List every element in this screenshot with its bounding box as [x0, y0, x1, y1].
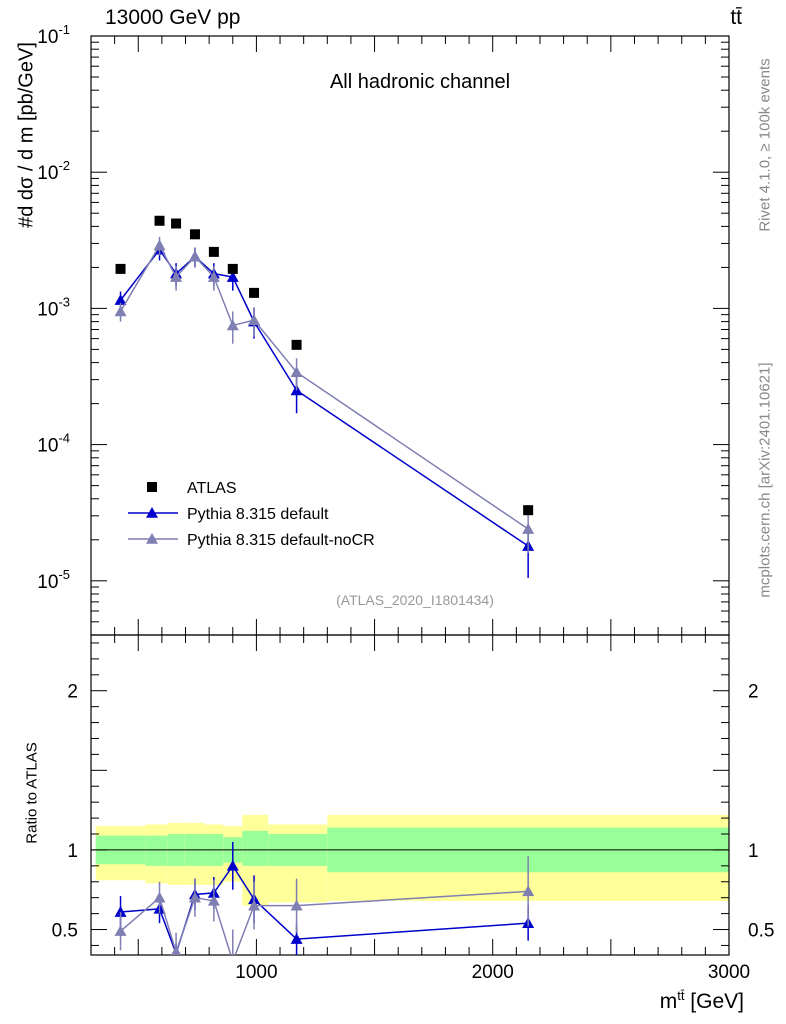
ratio-y-tick-label-right: 0.5	[748, 921, 774, 942]
legend-marker	[146, 533, 158, 544]
mc-point	[248, 314, 261, 325]
ratio-point	[170, 945, 182, 955]
atlas-point	[523, 505, 534, 516]
x-tick-label: 2000	[472, 962, 514, 983]
legend-marker-group	[146, 507, 158, 518]
ratio-point	[207, 894, 220, 906]
ratio-y-tick-label-left: 0.5	[52, 921, 78, 942]
ratio-point	[248, 899, 261, 911]
atlas-point	[171, 218, 182, 229]
mc-point	[290, 366, 303, 378]
y-tick-label: 10-3	[37, 294, 70, 320]
mc-line-1	[119, 243, 529, 530]
atlas-point	[249, 287, 260, 298]
ratio-series	[114, 841, 535, 955]
legend-label: Pythia 8.315 default-noCR	[187, 532, 375, 549]
mc-point	[170, 271, 183, 282]
ratio-y-tick-label-right: 1	[748, 841, 759, 862]
ratio-y-tick-label-left: 1	[67, 841, 78, 862]
header-process: tt̄	[730, 6, 742, 29]
ratio-y-tick-label-right: 2	[748, 682, 759, 703]
x-axis-label-sup: tt̄	[677, 988, 685, 1003]
ratio-y-tick-label-left: 2	[67, 682, 78, 703]
ratio-bands	[95, 814, 729, 906]
x-axis-label-unit: [GeV]	[690, 990, 744, 1013]
atlas-point	[189, 229, 200, 240]
ratio-inner-band	[145, 835, 168, 866]
mc-point	[207, 271, 220, 282]
atlas-point	[227, 263, 238, 274]
main-series	[114, 215, 535, 578]
atlas-point	[154, 215, 165, 226]
ratio-point	[188, 891, 201, 903]
y-tick-label: 10-5	[37, 567, 70, 593]
mc-point	[114, 294, 127, 305]
x-tick-label: 3000	[708, 962, 750, 983]
y-tick-label: 10-2	[37, 158, 70, 184]
y-tick-label: 10-4	[37, 431, 70, 457]
mc-point	[226, 319, 239, 331]
x-axis-label: mtt̄ [GeV]	[660, 988, 744, 1014]
legend-label: Pythia 8.315 default	[187, 506, 329, 523]
atlas-point	[208, 246, 219, 257]
x-tick-label: 1000	[235, 962, 277, 983]
ratio-point	[226, 859, 239, 871]
y-tick-label: 10-1	[37, 22, 70, 48]
ratio-frame	[90, 634, 730, 956]
mc-point	[153, 239, 166, 251]
legend-atlas-label: ATLAS	[187, 480, 237, 497]
atlas-point	[115, 263, 126, 274]
chart-title: All hadronic channel	[330, 71, 510, 93]
analysis-label: (ATLAS_2020_I1801434)	[336, 592, 494, 608]
legend-marker-group	[146, 533, 158, 544]
legend-atlas-marker	[147, 482, 157, 492]
ratio-point	[114, 906, 127, 917]
ratio-point	[153, 891, 166, 903]
mc-point	[114, 305, 127, 317]
ratio-point	[522, 885, 535, 897]
legend-marker	[146, 507, 158, 518]
mc-point	[522, 523, 535, 534]
ratio-point	[114, 925, 127, 936]
x-axis-label-m: m	[659, 990, 678, 1013]
mc-point	[188, 250, 201, 262]
ratio-point	[290, 899, 303, 911]
mc-point	[226, 271, 239, 282]
ratio-inner-band	[242, 830, 269, 866]
ratio-point	[290, 933, 303, 944]
atlas-point	[291, 339, 302, 350]
header-energy: 13000 GeV pp	[105, 6, 241, 29]
mc-line-0	[119, 248, 529, 547]
